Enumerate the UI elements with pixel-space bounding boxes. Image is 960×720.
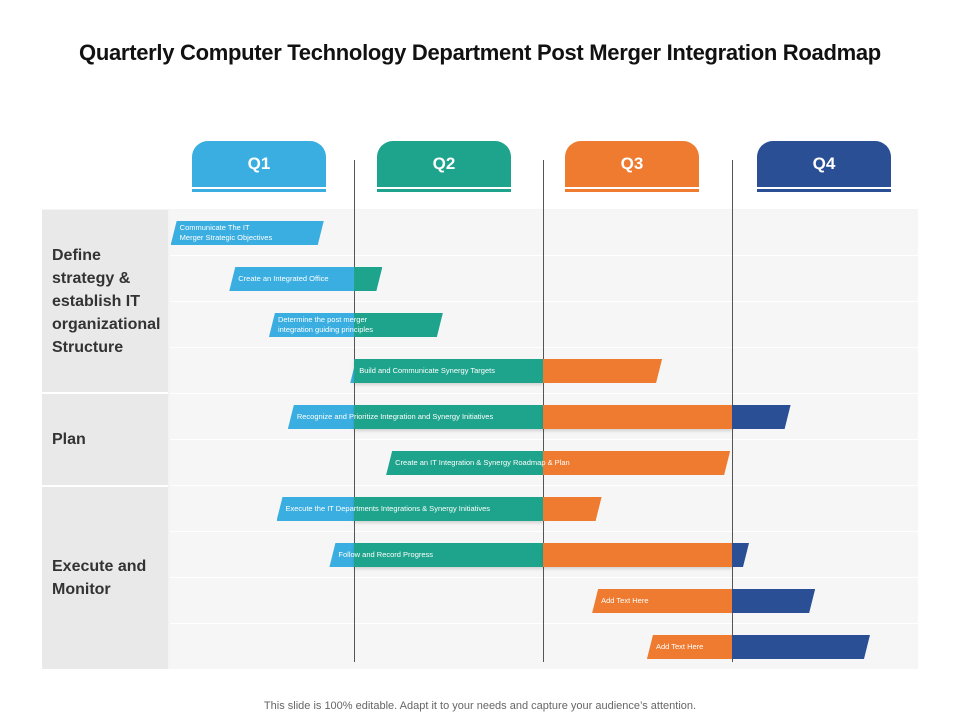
task-bar-segment — [386, 451, 543, 475]
quarter-tab-q1: Q1 — [192, 141, 326, 187]
task-bar-segment — [543, 359, 662, 383]
task-bar-segment — [268, 313, 354, 337]
quarter-underline — [565, 189, 699, 192]
task-bar-segment — [276, 497, 354, 521]
task-bar-label: Create an Integrated Office — [238, 274, 329, 283]
task-bar-segment — [287, 405, 354, 429]
task-bar-label: Communicate The IT Merger Strategic Obje… — [179, 223, 273, 242]
task-bar-segment — [354, 543, 543, 567]
task-bar-segment — [646, 635, 732, 659]
task-bar-label: Add Text Here — [601, 596, 649, 605]
quarter-tab-q3: Q3 — [565, 141, 699, 187]
task-bar-label: Create an IT Integration & Synergy Roadm… — [395, 458, 570, 467]
task-bar-segment — [171, 221, 324, 245]
task-bar-segment — [354, 405, 543, 429]
task-bar-segment — [732, 635, 870, 659]
task-bar-segment — [354, 359, 543, 383]
task-bar-label: Build and Communicate Synergy Targets — [359, 366, 495, 375]
task-bar-segment — [543, 543, 732, 567]
task-bar-segment — [543, 451, 730, 475]
task-bar-segment — [543, 497, 602, 521]
task-bar-label: Determine the post merger integration gu… — [277, 315, 373, 334]
group-plan: Plan — [42, 394, 168, 485]
task-bar-label: Recognize and Prioritize Integration and… — [296, 412, 494, 421]
quarter-underline — [757, 189, 891, 192]
quarter-tab-q2: Q2 — [377, 141, 511, 187]
task-bar-segment — [354, 313, 443, 337]
quarter-underline — [192, 189, 326, 192]
page-title: Quarterly Computer Technology Department… — [79, 40, 881, 65]
footer-note: This slide is 100% editable. Adapt it to… — [263, 700, 697, 712]
task-bar-label: Execute the IT Departments Integrations … — [285, 504, 491, 513]
task-bar-label: Follow and Record Progress — [338, 550, 434, 559]
task-bar-segment — [543, 405, 732, 429]
task-bar-segment — [354, 497, 543, 521]
task-bar-segment — [732, 589, 815, 613]
timeline-row — [170, 532, 918, 578]
task-bar-segment — [592, 589, 732, 613]
task-bar-label: Add Text Here — [655, 642, 704, 651]
quarter-tab-q4: Q4 — [757, 141, 891, 187]
group-divider — [42, 485, 168, 487]
group-divider — [42, 392, 168, 394]
task-bar-segment — [229, 267, 354, 291]
task-bar-segment — [732, 405, 791, 429]
group-define-strategy: Define strategy & establish IT organizat… — [42, 210, 168, 392]
group-execute-monitor: Execute and Monitor — [42, 487, 168, 669]
quarter-underline — [377, 189, 511, 192]
